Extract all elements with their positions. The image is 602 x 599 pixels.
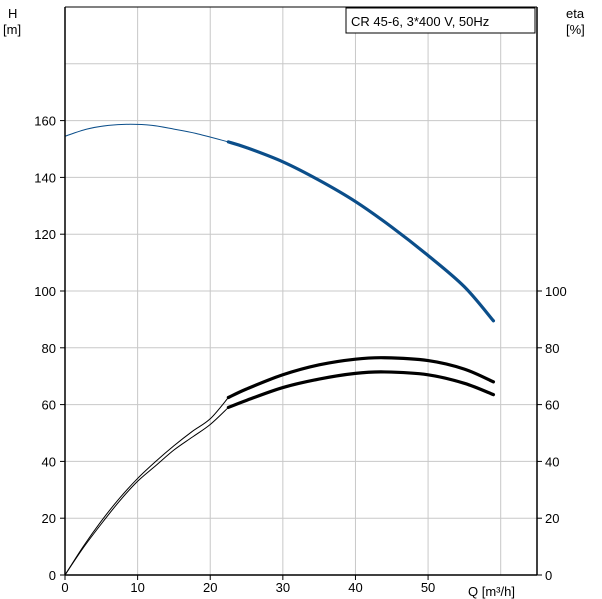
y-left-tick-label: 0 (49, 568, 56, 583)
y-left-tick-label: 60 (42, 398, 56, 413)
x-tick-label: 20 (203, 580, 217, 595)
y-left-tick-label: 40 (42, 454, 56, 469)
y-left-tick-label: 100 (34, 284, 56, 299)
y-left-tick-label: 80 (42, 341, 56, 356)
y-right-tick-label: 80 (545, 341, 559, 356)
x-tick-label: 40 (348, 580, 362, 595)
efficiency-curve-1-thin (64, 397, 229, 576)
y-right-tick-label: 20 (545, 511, 559, 526)
x-tick-label: 0 (61, 580, 68, 595)
y-right-axis-unit: [%] (566, 22, 585, 37)
y-left-axis-name: H (8, 6, 17, 21)
y-left-tick-label: 120 (34, 227, 56, 242)
x-tick-label: 10 (130, 580, 144, 595)
x-axis-label: Q [m³/h] (468, 584, 515, 599)
head-curve-operating (226, 140, 496, 323)
title-box (345, 7, 536, 34)
y-left-tick-label: 160 (34, 114, 56, 129)
y-left-tick-label: 140 (34, 170, 56, 185)
efficiency-curve-2-operating (226, 370, 496, 410)
y-right-tick-label: 40 (545, 454, 559, 469)
tick-layer: 0 10 20 30 40 50 0 20 40 60 80 100 120 140 160 0 20 40 60 8… (34, 114, 566, 595)
series-layer (64, 123, 496, 576)
x-tick-label: 50 (421, 580, 435, 595)
efficiency-curve-2-thin (64, 406, 229, 576)
y-left-axis-unit: [m] (3, 22, 21, 37)
chart-title: CR 45-6, 3*400 V, 50Hz (351, 14, 489, 29)
efficiency-curve-1-operating (226, 356, 496, 400)
y-right-tick-label: 60 (545, 398, 559, 413)
x-tick-label: 30 (276, 580, 290, 595)
y-left-tick-label: 20 (42, 511, 56, 526)
y-right-axis-name: eta (566, 6, 585, 21)
head-curve-thin (64, 123, 229, 143)
y-right-tick-label: 100 (545, 284, 567, 299)
y-right-tick-label: 0 (545, 568, 552, 583)
grid-lines (65, 7, 537, 575)
